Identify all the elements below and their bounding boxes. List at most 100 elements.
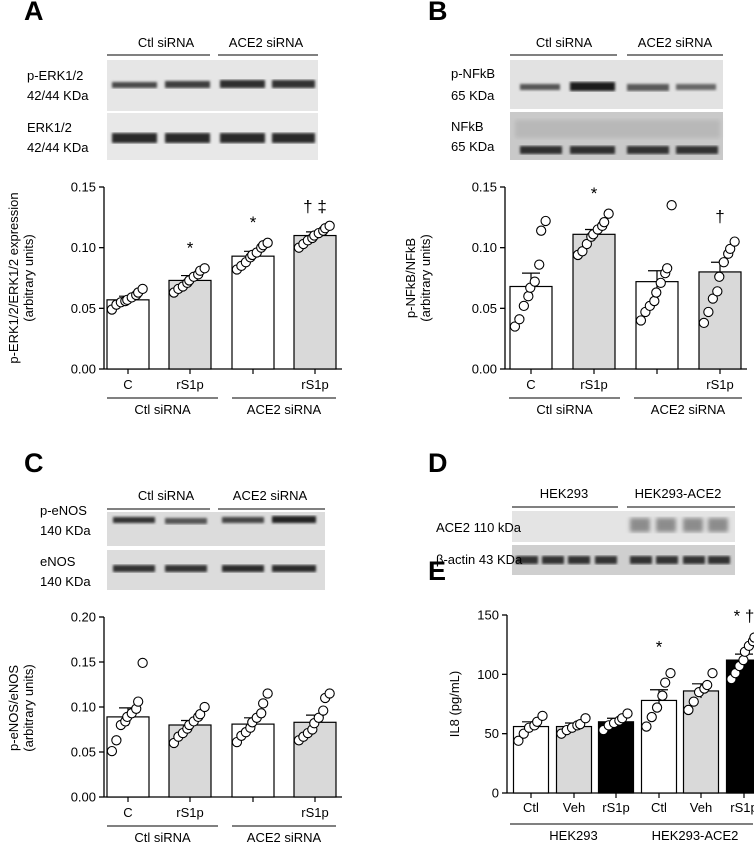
data-point [324,688,335,699]
y-tick-label: 150 [477,608,499,623]
blot-row-label: 65 KDa [451,139,495,154]
y-axis-label: p-eNOS/eNOS(arbitrary units) [6,664,36,751]
group-label: HEK293 [549,828,597,843]
data-point [523,291,534,302]
data-point [262,237,273,248]
x-tick-label: Ctl [523,800,539,815]
data-point [702,679,713,691]
data-point [649,295,660,307]
data-point [195,709,206,720]
y-tick-label: 0.10 [71,240,96,255]
blot-row-label: 140 KDa [40,523,91,538]
data-point [513,735,524,746]
x-tick-label: C [123,805,132,820]
x-tick-label: Ctl [651,800,667,815]
y-tick-label: 100 [477,667,499,682]
bar [106,716,150,798]
group-label: ACE2 siRNA [247,830,322,845]
data-point [651,702,663,713]
x-tick-label: rS1p [706,377,733,392]
data-point [635,315,647,326]
chart-b: 0.00 0.05 0.10 0.15 p-NFkB/NFkB(arbitrary un… [403,180,747,417]
y-tick-label: 0.05 [71,301,96,316]
data-point [536,225,547,236]
data-point [509,321,521,332]
data-point [655,277,666,289]
blot-row-label: 42/44 KDa [27,88,89,103]
y-axis-label: IL8 (pg/mL) [447,671,462,737]
data-point [514,314,525,325]
data-point [534,259,545,270]
blot-row-label: p-NFkB [451,66,495,81]
charts-layer: 0.00 0.05 0.10 0.15 p-ERK1/2/ERK1/2 expressi… [6,180,754,845]
group-label: Ctl siRNA [536,402,593,417]
panel-letter-e: E [428,556,447,586]
data-point [599,217,610,228]
y-tick-label: 0.00 [472,362,497,377]
blot-group-label: ACE2 siRNA [233,488,308,503]
x-tick-label: rS1p [301,805,328,820]
chart-c: 0.00 0.05 0.10 0.15 0.20 p-eNOS/eNOS(arbitrar… [6,610,342,845]
data-point [657,690,668,701]
data-point [729,236,740,247]
blot-group-label: HEK293-ACE2 [635,486,722,501]
significance-mark: † [715,207,724,226]
significance-mark: * [187,238,194,257]
data-point [137,657,148,669]
y-tick-label: 0.20 [71,610,96,625]
data-point [683,704,694,716]
y-tick-label: 0.10 [71,700,96,715]
panel-letter-a: A [24,0,44,26]
y-tick-label: 0.00 [71,362,96,377]
bar [293,234,337,370]
x-tick-label: rS1p [730,800,754,815]
data-point [262,688,273,699]
panel-letter-d: D [428,448,448,478]
data-point [665,667,676,679]
y-tick-label: 0.05 [472,301,497,316]
data-point [738,654,749,666]
blot-row-label: ACE2 110 kDa [436,520,522,535]
blot-row-label: p-eNOS [40,503,87,518]
x-tick-label: rS1p [602,800,629,815]
chart-e: 0 50 100 150 IL8 (pg/mL) Ctl Veh rS1p * Ctl Veh * †… [447,607,754,843]
data-point [707,293,719,304]
data-point [622,708,633,719]
x-tick-label: Veh [690,800,712,815]
blot-row-label: 65 KDa [451,88,495,103]
x-tick-label: rS1p [176,377,203,392]
data-point [603,208,614,219]
y-tick-label: 50 [485,726,499,741]
data-point [518,300,530,312]
panel-a-blot: Ctl siRNA ACE2 siRNA p-ERK1/2 42/44 KDa … [27,35,318,160]
significance-mark: * [250,213,257,232]
group-label: HEK293-ACE2 [652,828,739,843]
blot-row-label: NFkB [451,119,484,134]
data-point [714,271,725,282]
bar [640,699,678,794]
blot-row-label: ERK1/2 [27,120,72,135]
significance-mark: * [656,637,663,656]
data-point [641,721,652,732]
data-point [577,246,588,257]
blot-group-label: ACE2 siRNA [229,35,304,50]
data-point [712,286,723,297]
blot-group-label: ACE2 siRNA [638,35,713,50]
y-axis-label: p-NFkB/NFkB(arbitrary units) [403,234,433,321]
data-point [718,257,729,268]
blot-group-label: HEK293 [540,486,588,501]
blot-group-label: Ctl siRNA [138,35,195,50]
data-point [199,701,210,713]
data-point [256,708,267,719]
x-tick-label: C [526,377,535,392]
data-point [529,276,540,287]
panel-d-blot: HEK293 HEK293-ACE2 ACE2 110 kDa β-actin … [436,486,735,575]
y-tick-label: 0 [492,786,499,801]
blot-group-label: Ctl siRNA [536,35,593,50]
data-point [258,698,269,709]
data-point [581,238,593,250]
panel-letter-b: B [428,0,448,26]
group-label: ACE2 siRNA [651,402,726,417]
data-point [318,705,329,716]
blot-row-label: p-ERK1/2 [27,68,83,83]
